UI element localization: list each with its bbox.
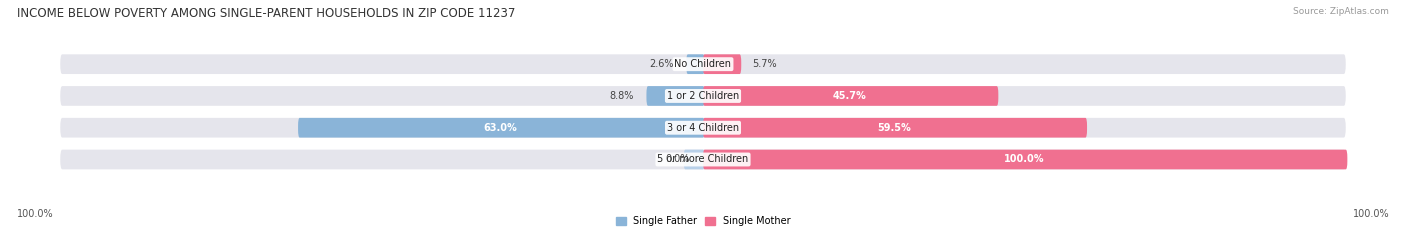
Text: 3 or 4 Children: 3 or 4 Children — [666, 123, 740, 133]
Text: 45.7%: 45.7% — [832, 91, 866, 101]
FancyBboxPatch shape — [60, 150, 1346, 169]
FancyBboxPatch shape — [703, 54, 741, 74]
Text: 63.0%: 63.0% — [484, 123, 517, 133]
Text: No Children: No Children — [675, 59, 731, 69]
Text: 100.0%: 100.0% — [1353, 209, 1389, 219]
FancyBboxPatch shape — [703, 118, 1087, 137]
FancyBboxPatch shape — [60, 54, 1346, 74]
FancyBboxPatch shape — [298, 118, 704, 137]
Text: 5 or more Children: 5 or more Children — [658, 154, 748, 164]
FancyBboxPatch shape — [683, 150, 704, 169]
Text: 100.0%: 100.0% — [1004, 154, 1045, 164]
FancyBboxPatch shape — [703, 150, 1347, 169]
Text: 8.8%: 8.8% — [609, 91, 634, 101]
Text: 100.0%: 100.0% — [17, 209, 53, 219]
FancyBboxPatch shape — [60, 118, 1346, 137]
FancyBboxPatch shape — [647, 86, 704, 106]
Text: 5.7%: 5.7% — [752, 59, 778, 69]
Text: 2.6%: 2.6% — [650, 59, 673, 69]
Text: Source: ZipAtlas.com: Source: ZipAtlas.com — [1294, 7, 1389, 16]
Legend: Single Father, Single Mother: Single Father, Single Mother — [612, 212, 794, 230]
Text: 1 or 2 Children: 1 or 2 Children — [666, 91, 740, 101]
Text: 0.0%: 0.0% — [666, 154, 690, 164]
Text: INCOME BELOW POVERTY AMONG SINGLE-PARENT HOUSEHOLDS IN ZIP CODE 11237: INCOME BELOW POVERTY AMONG SINGLE-PARENT… — [17, 7, 515, 20]
FancyBboxPatch shape — [60, 86, 1346, 106]
FancyBboxPatch shape — [686, 54, 704, 74]
FancyBboxPatch shape — [703, 86, 998, 106]
Text: 59.5%: 59.5% — [877, 123, 911, 133]
